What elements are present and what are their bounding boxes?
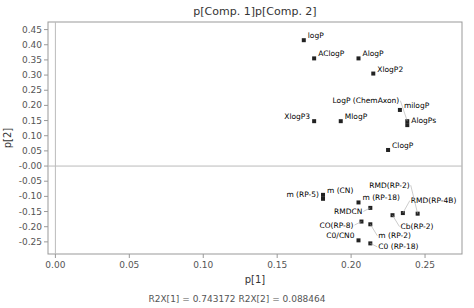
y-tick: [44, 241, 48, 242]
leader-line: [411, 185, 418, 214]
point-label: C0 (RP-18): [378, 242, 418, 251]
y-tick-label: -0.20: [19, 222, 43, 232]
point-label: AlogPs: [411, 116, 436, 125]
point-label: AClogP: [318, 49, 345, 58]
point: [339, 119, 343, 123]
y-tick: [44, 59, 48, 60]
y-tick-label: 0.15: [22, 116, 42, 126]
y-tick: [44, 120, 48, 121]
point-label: m (CN): [327, 186, 353, 195]
leader-line: [363, 208, 370, 212]
point-label: XlogP2: [377, 65, 403, 74]
point: [398, 108, 402, 112]
y-tick-label: 0.35: [22, 55, 42, 65]
y-tick: [44, 90, 48, 91]
point-label: CO(RP-8): [319, 221, 353, 230]
point-label: Cb(RP-2): [401, 222, 434, 231]
y-tick: [44, 135, 48, 136]
point-label: MlogP: [345, 112, 368, 121]
leader-line: [370, 243, 377, 247]
chart: 0.00 0.05 0.10 0.15 0.20 0.25 -0.25 -0.20 -0.15 -…: [0, 0, 474, 308]
y-tick: [44, 226, 48, 227]
y-axis-label: p[2]: [2, 128, 13, 149]
leader-line: [370, 224, 377, 236]
point: [321, 197, 325, 201]
x-tick: [203, 254, 204, 258]
x-tick: [129, 254, 130, 258]
x-tick: [425, 254, 426, 258]
point-label: m (RP-2): [378, 231, 411, 240]
point: [321, 193, 325, 197]
point-label: ClogP: [392, 141, 414, 150]
leader-lines: [355, 101, 418, 247]
x-tick-label: 0.05: [119, 260, 139, 270]
point-label: logP: [308, 31, 324, 40]
point-label: m (RP-5): [286, 190, 319, 199]
leader-line: [393, 215, 400, 227]
y-tick-label: 0.45: [22, 25, 42, 35]
point: [357, 238, 361, 242]
leader-line: [400, 101, 407, 122]
x-tick-label: 0.10: [193, 260, 213, 270]
zero-lines: [48, 22, 462, 254]
x-tick: [277, 254, 278, 258]
y-tick: [44, 181, 48, 182]
point: [371, 72, 375, 76]
y-tick-label: 0.20: [22, 100, 42, 110]
leader-line: [355, 222, 362, 226]
point: [386, 148, 390, 152]
point: [312, 119, 316, 123]
plot-frame: [48, 22, 462, 254]
point-label: AlogP: [363, 49, 385, 58]
point-label: RMD(RP-4B): [411, 196, 457, 205]
point: [357, 56, 361, 60]
y-tick: [44, 44, 48, 45]
point: [357, 200, 361, 204]
y-tick: [44, 29, 48, 30]
zero-line-h: [48, 166, 462, 167]
y-tick-label: -0.10: [19, 191, 43, 201]
y-tick-label: -0.00: [19, 161, 43, 171]
point-labels: logP AClogP AlogP XlogP2 XlogP3 MlogP milogP Lo…: [284, 31, 456, 251]
y-tick: [44, 166, 48, 167]
y-tick-label: -0.05: [19, 176, 42, 186]
subtitle: R2X[1] = 0.743172 R2X[2] = 0.088464: [148, 294, 325, 304]
y-tick-label: 0.40: [22, 40, 42, 50]
point-label: RMDCN: [334, 207, 362, 216]
y-tick-label: 0.10: [22, 131, 42, 141]
point-label: LogP (ChemAxon): [333, 96, 400, 105]
y-tick: [44, 75, 48, 76]
y-tick: [44, 196, 48, 197]
point-label: milogP: [404, 101, 430, 110]
point-label: RMD(RP-2): [369, 181, 409, 190]
x-tick: [351, 254, 352, 258]
x-tick-label: 0.25: [415, 260, 435, 270]
point: [405, 123, 409, 127]
x-tick-label: 0.20: [341, 260, 361, 270]
y-tick-label: 0.05: [22, 146, 42, 156]
y-tick-label: 0.25: [22, 85, 42, 95]
x-tick-label: 0.00: [45, 260, 65, 270]
leader-line: [403, 201, 410, 214]
x-tick: [55, 254, 56, 258]
y-tick-label: 0.30: [22, 70, 42, 80]
y-tick: [44, 105, 48, 106]
point-label: XlogP3: [284, 112, 310, 121]
y-tick: [44, 150, 48, 151]
point: [302, 38, 306, 42]
title: p[Comp. 1]p[Comp. 2]: [193, 5, 316, 18]
point-label: m (RP-18): [363, 193, 400, 202]
x-axis-label: p[1]: [245, 274, 266, 285]
point: [312, 56, 316, 60]
y-tick-label: -0.15: [19, 207, 42, 217]
x-tick-label: 0.15: [267, 260, 287, 270]
points: [302, 38, 420, 245]
zero-line-v: [55, 22, 56, 254]
y-tick-label: -0.25: [19, 237, 42, 247]
y-tick: [44, 211, 48, 212]
point-label: C0/CN0: [326, 231, 354, 240]
